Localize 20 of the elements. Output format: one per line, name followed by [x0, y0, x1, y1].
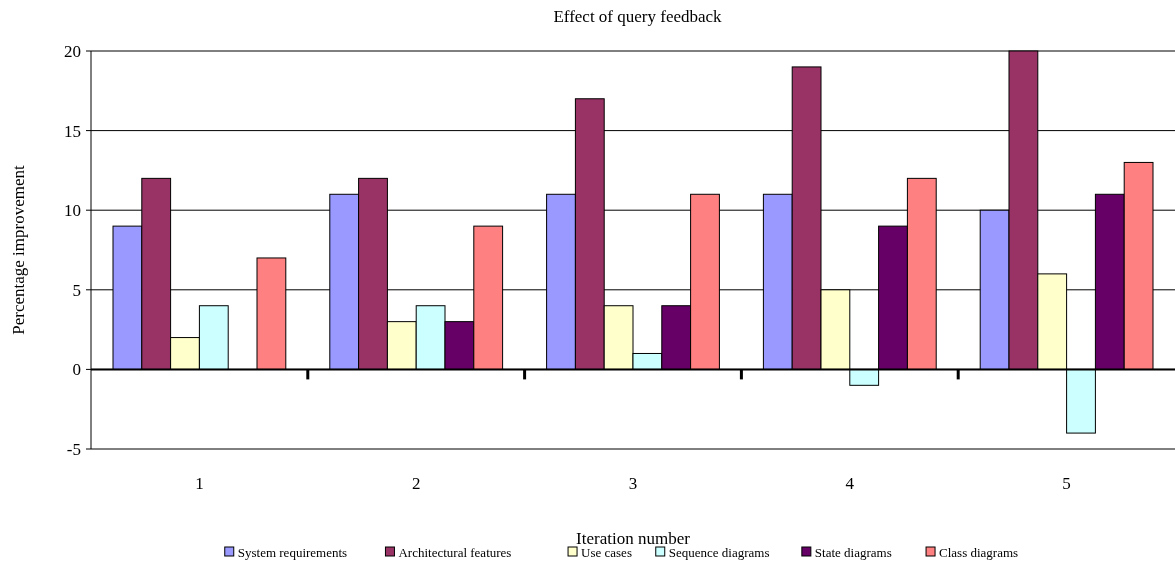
x-tick-label: 4	[845, 474, 855, 493]
y-tick-label: 10	[64, 201, 81, 221]
legend-label: System requirements	[237, 545, 348, 560]
y-tick-label: 5	[72, 280, 81, 300]
chart-title: Effect of query feedback	[553, 7, 723, 26]
x-tick-label: 1	[195, 474, 204, 493]
y-axis-title: Percentage improvement	[9, 165, 28, 335]
x-tick-label: 5	[1062, 474, 1071, 493]
legend-label: Architectural features	[398, 545, 512, 560]
legend-label: State diagrams	[814, 545, 892, 560]
x-axis-title: Iteration number	[576, 529, 691, 548]
x-tick-label: 2	[411, 474, 421, 493]
y-tick-label: 20	[64, 41, 81, 61]
y-tick-label: -5	[66, 439, 81, 459]
x-tick-label: 3	[628, 474, 638, 493]
y-tick-label: 0	[72, 360, 81, 380]
legend-label: Use cases	[581, 545, 632, 560]
legend-label: Sequence diagrams	[668, 545, 770, 560]
legend-label: Class diagrams	[939, 545, 1019, 560]
y-tick-label: 15	[64, 121, 81, 141]
